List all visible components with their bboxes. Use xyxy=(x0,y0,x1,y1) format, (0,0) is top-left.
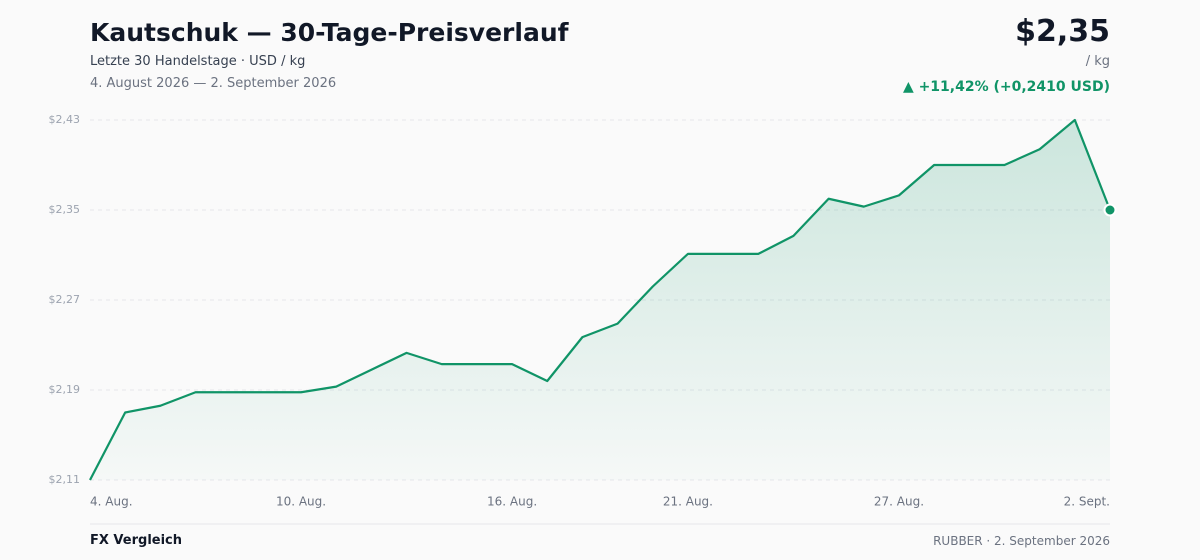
fx-link[interactable]: FX Vergleich xyxy=(90,533,183,548)
y-tick-label: $2,43 xyxy=(49,113,81,126)
x-tick-label: 2. Sept. xyxy=(1064,495,1110,509)
price-line xyxy=(89,118,1112,481)
x-tick-label: 4. Aug. xyxy=(90,495,133,509)
y-tick-label: $2,35 xyxy=(49,203,81,216)
y-tick-label: $2,19 xyxy=(49,383,81,396)
title: Kautschuk — 30-Tage-Preisverlauf xyxy=(90,18,569,47)
last-point xyxy=(1103,203,1117,217)
date-range: 4. August 2026 — 2. September 2026 xyxy=(90,76,337,91)
y-tick-label: $2,27 xyxy=(49,293,81,306)
x-tick-label: 27. Aug. xyxy=(874,495,924,509)
price: $2,35 xyxy=(1015,14,1110,49)
x-tick-label: 16. Aug. xyxy=(487,495,537,509)
y-tick-label: $2,11 xyxy=(49,473,81,486)
x-tick-label: 21. Aug. xyxy=(663,495,713,509)
area xyxy=(90,120,1110,480)
change: ▲ +11,42% (+0,2410 USD) xyxy=(902,79,1110,95)
x-tick-label: 10. Aug. xyxy=(276,495,326,509)
subtitle: Letzte 30 Handelstage · USD / kg xyxy=(90,54,306,69)
unit: / kg xyxy=(1085,54,1110,69)
footer-source: RUBBER · 2. September 2026 xyxy=(933,534,1110,548)
